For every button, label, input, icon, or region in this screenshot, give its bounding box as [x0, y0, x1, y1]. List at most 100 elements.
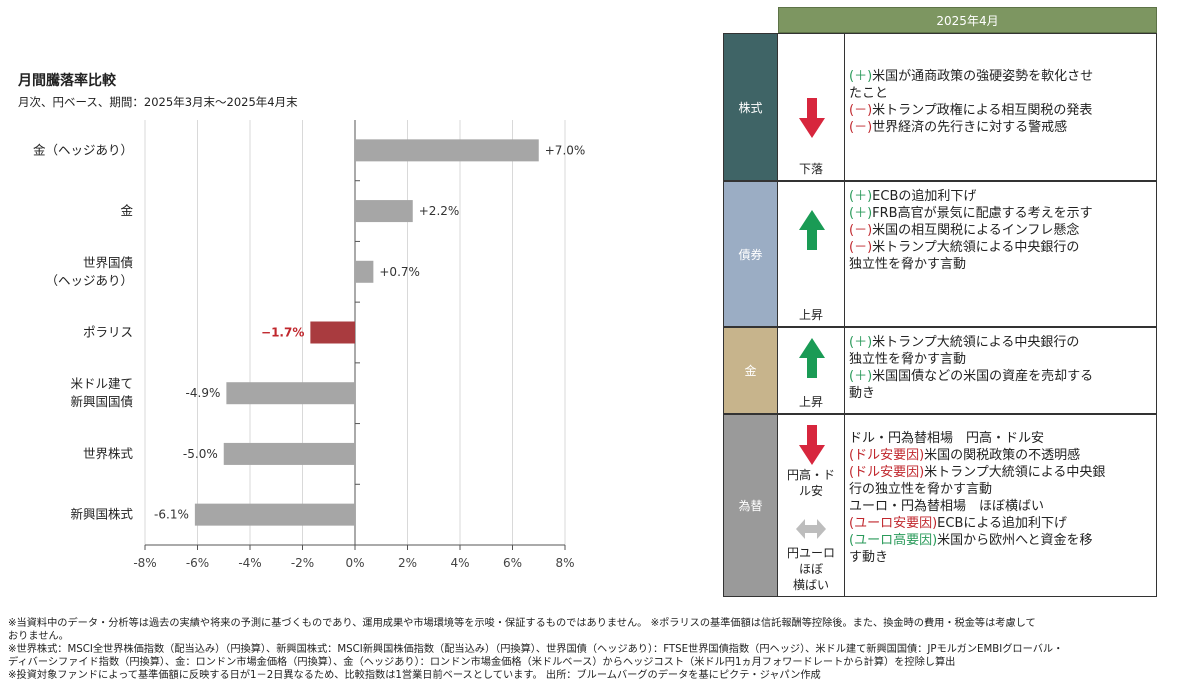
factor-text-body: 米国国債などの米国の資産を売却する — [872, 369, 1094, 384]
direction-cell: 上昇 — [778, 327, 845, 414]
factor-sign: (＋) — [849, 189, 873, 204]
factor-line: (－)米国の相互関税によるインフレ懸念 — [849, 222, 1152, 239]
factor-text: (＋)米トランプ大統領による中央銀行の 独立性を脅かす言動 (＋)米国国債などの米国… — [845, 327, 1157, 414]
bar — [310, 321, 355, 344]
x-tick-label: 0% — [345, 556, 364, 570]
table-row: 株式 下落 (＋)米国が通商政策の強硬姿勢を軟化させ たこと (－)米トランプ政権による… — [723, 33, 1157, 181]
asset-category: 債券 — [723, 181, 778, 327]
footnote-line: ※世界株式：MSCI全世界株価指数（配当込み）（円換算）、新興国株式：MSCI新… — [8, 644, 1064, 655]
table-row: 債券 上昇 (＋)ECBの追加利下げ (＋)FRB高官が景気に配慮する考えを示す (－)… — [723, 181, 1157, 327]
factor-sign: (ドル安要因) — [849, 448, 925, 463]
market-summary-table: 2025年4月 株式 下落 (＋)米国が通商政策の強硬姿勢を軟化させ たこと (－)米ト… — [723, 7, 1157, 597]
factor-text-body: ユーロ・円為替相場 ほぼ横ばい — [849, 499, 1045, 514]
factor-text-body: ECBの追加利下げ — [872, 189, 977, 204]
value-label: −1.7% — [261, 326, 304, 340]
factor-sign: (－) — [849, 120, 873, 135]
chart-title: 月間騰落率比較 — [18, 73, 116, 89]
bar — [226, 382, 355, 405]
factor-text-body: 米トランプ大統領による中央銀行の — [872, 240, 1080, 255]
direction-cell: 上昇 — [778, 181, 845, 327]
factor-sign: (－) — [849, 103, 873, 118]
factor-line: ドル・円為替相場 円高・ドル安 — [849, 430, 1152, 447]
direction-label: 下落 — [798, 162, 823, 176]
factor-sign: (ユーロ高要因) — [849, 533, 938, 548]
table-row: 為替 円高・ド ル安 円ユーロ ほぼ 横ばい ドル・円為替相場 円高・ドル安 (ドル安要… — [723, 414, 1157, 597]
asset-category: 株式 — [723, 33, 778, 181]
category-label: 金 — [120, 203, 133, 218]
factor-sign: (＋) — [849, 69, 873, 84]
direction-label: 上昇 — [798, 395, 823, 409]
bar — [223, 442, 355, 465]
down-arrow-icon — [799, 98, 825, 138]
factor-line: (＋)FRB高官が景気に配慮する考えを示す — [849, 205, 1152, 222]
table-row: 金上昇 (＋)米トランプ大統領による中央銀行の 独立性を脅かす言動 (＋)米国国債など… — [723, 327, 1157, 414]
factor-text-body: 独立性を脅かす言動 — [849, 257, 967, 272]
down-arrow-icon — [799, 425, 825, 465]
factor-line: 独立性を脅かす言動 — [849, 351, 1152, 368]
factor-text-body: 動き — [849, 386, 876, 401]
footnote-line: ディバーシファイド指数（円換算）、金：ロンドン市場金価格（円換算）、金（ヘッジあ… — [8, 657, 956, 668]
factor-sign: (＋) — [849, 206, 873, 221]
factor-line: たこと — [849, 85, 1152, 102]
factor-line: (＋)ECBの追加利下げ — [849, 188, 1152, 205]
category-label: 金（ヘッジあり） — [33, 142, 133, 157]
factor-line: (＋)米国が通商政策の強硬姿勢を軟化させ — [849, 68, 1152, 85]
value-label: -4.9% — [186, 386, 221, 400]
bar — [355, 139, 539, 162]
factor-line: (－)米トランプ政権による相互関税の発表 — [849, 102, 1152, 119]
x-tick-label: -4% — [238, 556, 261, 570]
factor-line: 動き — [849, 385, 1152, 402]
factor-sign: (＋) — [849, 369, 873, 384]
asset-category: 金 — [723, 327, 778, 414]
factor-line: 独立性を脅かす言動 — [849, 256, 1152, 273]
factor-text: ドル・円為替相場 円高・ドル安 (ドル安要因)米国の関税政策の不透明感 (ドル安要因… — [845, 414, 1157, 597]
factor-line: 行の独立性を脅かす言動 — [849, 481, 1152, 498]
factor-line: (＋)米トランプ大統領による中央銀行の — [849, 334, 1152, 351]
category-label: 世界国債（ヘッジあり） — [45, 255, 133, 288]
bar — [355, 200, 413, 223]
category-label: 新興国株式 — [70, 507, 133, 522]
factor-text-body: 独立性を脅かす言動 — [849, 352, 967, 367]
factor-text-body: 米トランプ政権による相互関税の発表 — [872, 103, 1093, 118]
direction-cell: 円高・ド ル安 円ユーロ ほぼ 横ばい — [778, 414, 845, 597]
factor-text-body: 米トランプ大統領による中央銀行の — [872, 335, 1080, 350]
factor-line: ユーロ・円為替相場 ほぼ横ばい — [849, 498, 1152, 515]
factor-line: (ドル安要因)米国の関税政策の不透明感 — [849, 447, 1152, 464]
footnote-line: ※当資料中のデータ・分析等は過去の実績や将来の予測に基づくものであり、運用成果や… — [8, 618, 1036, 629]
x-tick-label: 2% — [398, 556, 417, 570]
footnote-line: ※投資対象ファンドによって基準価額に反映する日が1－2日異なるため、比較指数は1… — [8, 670, 821, 681]
category-label: 世界株式 — [83, 446, 134, 461]
factor-line: (ユーロ安要因)ECBによる追加利下げ — [849, 515, 1152, 532]
value-label: +2.2% — [419, 204, 460, 218]
factor-text-body: たこと — [849, 86, 889, 101]
table-month-header: 2025年4月 — [778, 7, 1157, 33]
value-label: +7.0% — [545, 143, 586, 157]
x-tick-label: 8% — [555, 556, 574, 570]
up-arrow-icon — [799, 338, 825, 378]
asset-category: 為替 — [723, 414, 778, 597]
bar — [194, 503, 355, 526]
factor-sign: (＋) — [849, 335, 873, 350]
up-arrow-icon — [799, 210, 825, 250]
factor-line: (＋)米国国債などの米国の資産を売却する — [849, 368, 1152, 385]
x-tick-label: -8% — [133, 556, 156, 570]
x-tick-label: -2% — [291, 556, 314, 570]
factor-text-body: 米国の相互関税によるインフレ懸念 — [872, 223, 1080, 238]
factor-line: (－)世界経済の先行きに対する警戒感 — [849, 119, 1152, 136]
factor-text-body: 米トランプ大統領による中央銀 — [924, 465, 1106, 480]
factor-text: (＋)ECBの追加利下げ (＋)FRB高官が景気に配慮する考えを示す (－)米国の相… — [845, 181, 1157, 327]
category-label: 米ドル建て新興国国債 — [70, 376, 133, 409]
value-label: -5.0% — [183, 447, 218, 461]
factor-line: す動き — [849, 549, 1152, 566]
factor-line: (ドル安要因)米トランプ大統領による中央銀 — [849, 464, 1152, 481]
factor-sign: (ドル安要因) — [849, 465, 925, 480]
x-tick-label: 4% — [450, 556, 469, 570]
factor-text-body: 行の独立性を脅かす言動 — [849, 482, 993, 497]
factor-text-body: す動き — [849, 550, 889, 565]
factor-line: (ユーロ高要因)米国から欧州へと資金を移 — [849, 532, 1152, 549]
footnotes: ※当資料中のデータ・分析等は過去の実績や将来の予測に基づくものであり、運用成果や… — [8, 617, 1198, 682]
direction-cell: 下落 — [778, 33, 845, 181]
factor-sign: (ユーロ安要因) — [849, 516, 938, 531]
x-tick-label: 6% — [503, 556, 522, 570]
bar-chart: -8% -6% -4% -2% 0% 2% 4% 6% 8% +7.0% 金（ヘッジあり） +2.2%… — [33, 120, 586, 570]
